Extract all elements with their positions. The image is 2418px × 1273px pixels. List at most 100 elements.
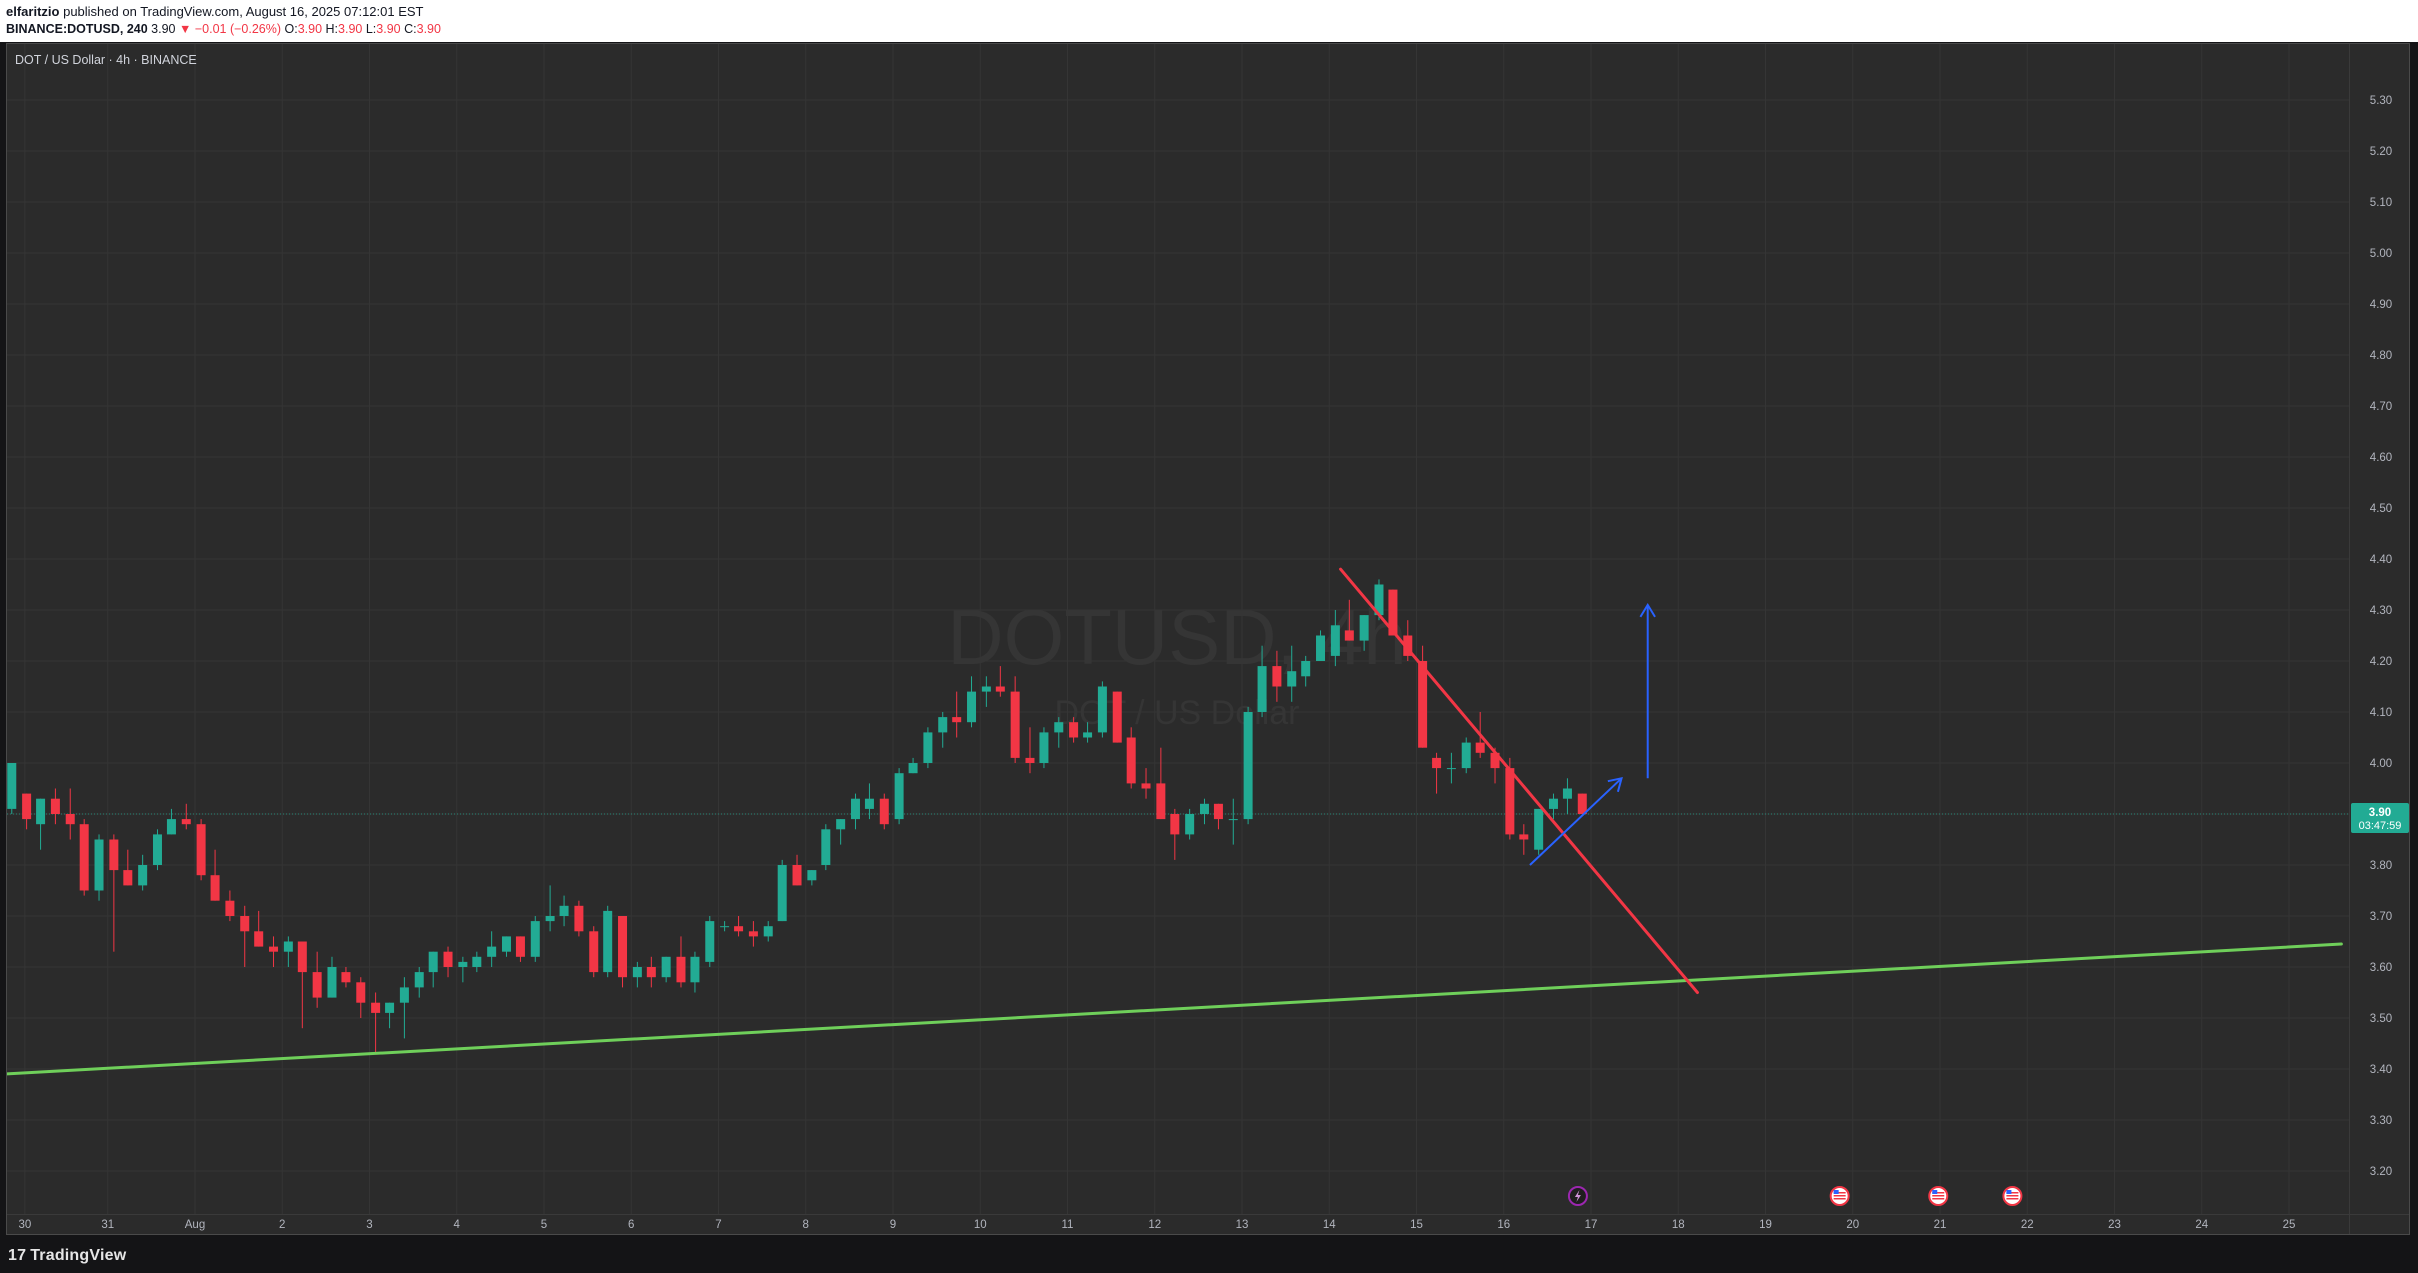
candle-body — [1432, 757, 1442, 769]
candle-body — [1228, 819, 1238, 821]
candle-body — [210, 875, 220, 901]
us-flag-stripe — [1833, 1195, 1846, 1197]
us-flag-stripe — [2006, 1192, 2019, 1194]
candle — [1257, 645, 1267, 718]
candle — [385, 1002, 395, 1029]
candle — [603, 905, 613, 978]
candle-body — [632, 967, 642, 978]
candle-body — [1505, 768, 1515, 835]
candle-body — [1330, 625, 1340, 656]
candle — [777, 859, 787, 922]
candle-body — [1446, 768, 1456, 770]
candle — [792, 854, 802, 886]
us-flag-icon[interactable] — [1928, 1186, 1949, 1206]
candle-body — [371, 1002, 381, 1013]
us-flag-stripe — [1932, 1198, 1945, 1200]
candle — [850, 793, 860, 830]
candle-body — [1519, 834, 1529, 840]
us-flag-stripe — [1833, 1198, 1846, 1200]
candle-body — [1490, 752, 1500, 769]
candle — [269, 936, 279, 967]
candle-body — [908, 763, 918, 774]
candle — [1562, 778, 1572, 814]
candle-body — [938, 717, 948, 733]
time-tick-label: 4 — [454, 1219, 461, 1231]
price-tick-label: 5.30 — [2370, 95, 2392, 107]
us-flag-icon[interactable] — [1829, 1186, 1850, 1206]
lightning-icon[interactable] — [1567, 1186, 1588, 1206]
time-tick-label: 2 — [279, 1219, 285, 1231]
candle — [1083, 722, 1093, 743]
time-tick-label: 25 — [2283, 1219, 2296, 1231]
candle-body — [690, 956, 700, 983]
candle-body — [196, 824, 206, 876]
tradingview-logo-icon: 17 — [8, 1247, 27, 1264]
candle-body — [1577, 793, 1587, 814]
candle — [1301, 655, 1311, 687]
candle-body — [1359, 615, 1369, 641]
price-tick-label: 3.70 — [2370, 911, 2392, 923]
candle-body — [240, 916, 250, 932]
us-flag-icon[interactable] — [2002, 1186, 2023, 1206]
time-tick-label: 3 — [366, 1219, 372, 1231]
tradingview-logo[interactable]: 17 TradingView — [8, 1247, 126, 1265]
candle-body — [1316, 635, 1326, 661]
candle-body — [283, 941, 293, 952]
candle-body — [138, 865, 148, 886]
candle — [821, 824, 831, 871]
candle-body — [603, 910, 613, 973]
price-tick-label: 4.30 — [2370, 605, 2392, 617]
current-price-value: 3.90 — [2369, 807, 2391, 819]
close-label: C: — [404, 22, 417, 36]
candle — [1577, 793, 1587, 814]
candle — [938, 712, 948, 748]
candle-body — [1141, 783, 1151, 789]
candle-body — [995, 686, 1005, 692]
footer: 17 TradingView — [0, 1237, 2418, 1273]
candle-body — [79, 824, 89, 891]
time-tick-label: 15 — [1410, 1219, 1423, 1231]
time-tick-label: 23 — [2108, 1219, 2121, 1231]
candle-body — [981, 686, 991, 692]
price-tick-label: 3.20 — [2370, 1166, 2392, 1178]
candle-body — [123, 870, 133, 886]
price-tick-label: 3.30 — [2370, 1115, 2392, 1127]
candle — [559, 895, 569, 927]
symbol-label: BINANCE:DOTUSD, 240 — [6, 22, 148, 36]
author-name[interactable]: elfaritzio — [6, 4, 60, 19]
time-tick-label: 20 — [1846, 1219, 1859, 1231]
last-price: 3.90 — [151, 22, 176, 36]
candle — [690, 951, 700, 993]
time-tick-label: 17 — [1585, 1219, 1598, 1231]
candle — [1170, 808, 1180, 860]
candle — [166, 808, 176, 835]
price-axis: 3.20 3.30 3.40 3.50 3.60 3.70 3.80 3.90 4.00 4.10… — [2370, 95, 2392, 1178]
chart-frame[interactable]: DOTUSD, 4h DOT / US Dollar DOT / US Dollar… — [6, 43, 2410, 1235]
time-tick-label: 21 — [1934, 1219, 1947, 1231]
candle-body — [1039, 732, 1049, 763]
price-countdown: 03:47:59 — [2359, 820, 2402, 832]
candle-body — [1213, 803, 1223, 820]
time-tick-label: 14 — [1323, 1219, 1336, 1231]
candle-body — [748, 931, 758, 937]
candle — [152, 829, 162, 871]
price-tick-label: 3.50 — [2370, 1013, 2392, 1025]
candle-body — [1272, 666, 1282, 687]
candle — [1461, 737, 1471, 774]
candle-body — [1069, 722, 1079, 738]
candle — [1432, 752, 1442, 794]
downtrend-line — [1339, 567, 1699, 994]
candle-body — [1418, 661, 1428, 748]
candle — [1446, 752, 1456, 784]
candle-body — [36, 798, 46, 825]
candle-body — [1054, 722, 1064, 733]
price-tick-label: 3.40 — [2370, 1064, 2392, 1076]
vertical-arrow-head — [1639, 602, 1656, 618]
candle-body — [1301, 661, 1311, 677]
candle-body — [152, 834, 162, 865]
candle — [1039, 727, 1049, 769]
price-tick-label: 4.60 — [2370, 452, 2392, 464]
candle-body — [1548, 798, 1558, 809]
